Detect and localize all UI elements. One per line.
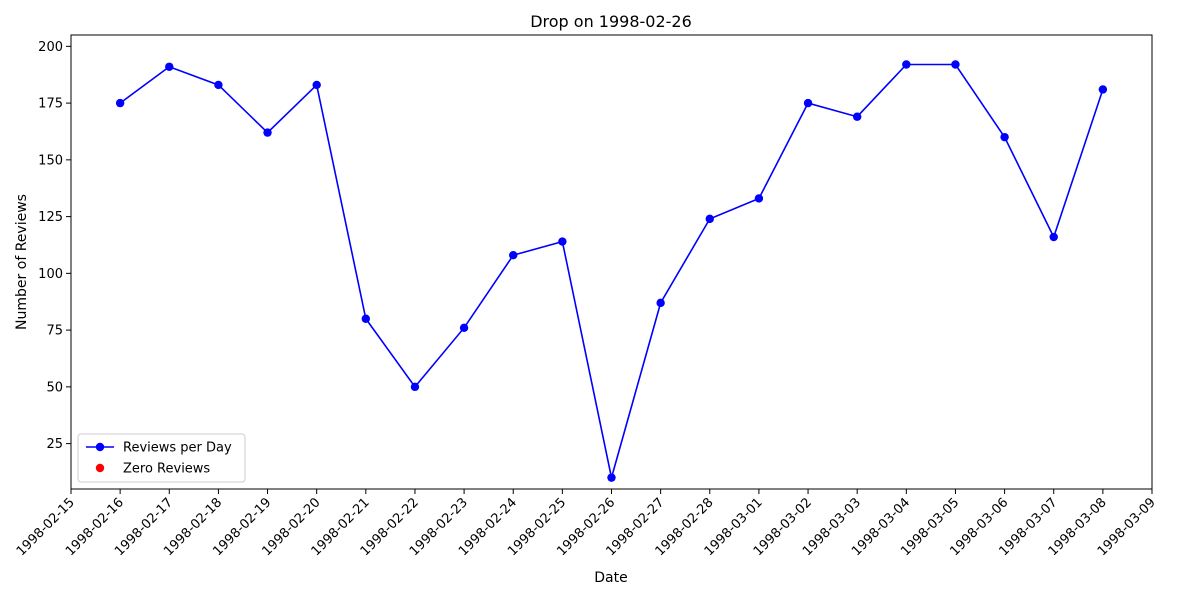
legend-box [77, 433, 246, 483]
data-point [705, 214, 714, 224]
y-tick-label: 125 [38, 210, 63, 225]
plot-border [70, 34, 1153, 490]
x-axis-label: Date [594, 570, 627, 586]
data-point [165, 62, 174, 71]
data-point [607, 473, 616, 482]
data-point [263, 128, 272, 137]
y-tick-label: 100 [38, 267, 63, 282]
data-point [1049, 232, 1058, 242]
legend-marker-swatch [95, 442, 105, 452]
legend-label: Reviews per Day [123, 441, 232, 456]
data-point [509, 250, 518, 260]
series-layer [115, 60, 1108, 482]
x-axis: 1998-02-151998-02-161998-02-171998-02-18… [14, 489, 1159, 559]
data-point [1000, 132, 1009, 142]
data-point [558, 237, 567, 246]
chart-title: Drop on 1998-02-26 [530, 12, 692, 31]
data-point [410, 382, 420, 392]
plot-frame [70, 34, 1153, 490]
y-tick-label: 25 [46, 437, 63, 452]
data-point [902, 60, 911, 69]
legend-marker-swatch [95, 463, 105, 473]
data-point [361, 314, 371, 323]
data-point [656, 298, 665, 308]
y-tick-label: 150 [38, 153, 63, 168]
data-point [852, 112, 862, 121]
data-point [115, 98, 125, 108]
data-point [951, 60, 960, 69]
legend-label: Zero Reviews [123, 462, 210, 477]
data-point [754, 194, 764, 203]
data-point [312, 80, 321, 90]
data-point [214, 80, 223, 90]
y-tick-label: 175 [38, 97, 63, 112]
y-tick-label: 200 [38, 40, 63, 55]
y-axis-label: Number of Reviews [14, 194, 30, 330]
data-point [803, 98, 813, 108]
y-tick-label: 50 [46, 380, 63, 395]
data-point [1098, 85, 1108, 94]
series-line-0 [119, 63, 1104, 478]
y-axis: 25 50 75 100 125 150 175 200 [38, 40, 71, 452]
legend: Reviews per Day Zero Reviews [77, 433, 246, 483]
y-tick-label: 75 [46, 324, 63, 339]
data-point [459, 323, 469, 333]
